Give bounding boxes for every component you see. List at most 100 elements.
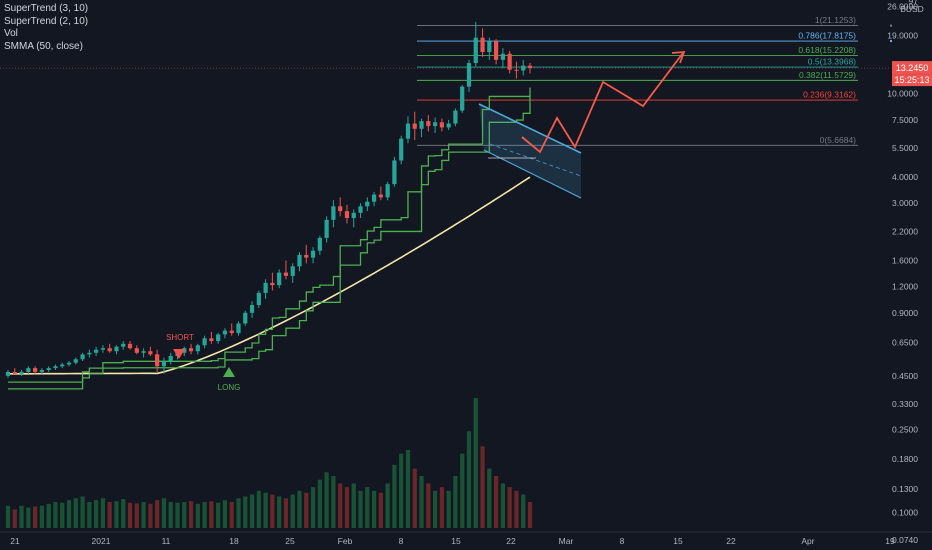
candle-body — [26, 368, 31, 372]
legend-smma[interactable]: SMMA (50, close) — [4, 40, 83, 52]
candle-body — [256, 292, 261, 306]
time-tick-label: 18 — [229, 536, 239, 546]
candle-body — [263, 282, 268, 293]
price-tick-label: 0.6500 — [892, 337, 918, 347]
volume-bar — [168, 502, 173, 528]
candle-body — [19, 371, 24, 374]
price-tick-label: 4.0000 — [892, 172, 918, 182]
time-tick-label: 25 — [285, 536, 295, 546]
volume-bar — [202, 502, 207, 528]
price-projection — [521, 50, 686, 154]
volume-bar — [371, 490, 377, 528]
volume-bar — [446, 490, 451, 528]
volume-bar — [87, 502, 92, 528]
candle-body — [148, 351, 153, 355]
candle-body — [155, 354, 160, 367]
time-tick-label: 15 — [673, 536, 683, 546]
fib-level-label: 0.236(9.3162) — [803, 90, 856, 100]
price-tick-label: 2.2000 — [892, 226, 918, 236]
candle-body — [358, 206, 363, 213]
volume-bar — [473, 398, 478, 528]
fib-level-label: 0.618(15.2208) — [798, 45, 856, 55]
volume-bars — [5, 398, 533, 528]
time-tick-label: Mar — [559, 536, 574, 546]
time-tick-label: 2021 — [92, 536, 111, 546]
legend-supertrend-2-10[interactable]: SuperTrend (2, 10) — [4, 15, 89, 27]
smma-line — [7, 176, 531, 375]
candle-body — [399, 138, 404, 161]
price-tick-label: 0.9000 — [892, 308, 918, 318]
time-tick-label: 22 — [726, 536, 736, 546]
candle-body — [216, 334, 221, 342]
price-axis-bg — [890, 0, 932, 532]
volume-bar — [270, 494, 275, 528]
countdown-badge — [892, 74, 932, 87]
price-axis: BUSD9768.000048.000036.000026.000019.000… — [887, 0, 932, 545]
candle-body — [60, 364, 65, 367]
volume-bar — [365, 487, 370, 528]
signal-markers: SHORT LONG — [166, 333, 240, 392]
time-tick-label: 21 — [10, 536, 20, 546]
legend-volume[interactable]: Vol — [4, 28, 18, 39]
candlesticks — [5, 21, 533, 378]
candle-body — [473, 37, 478, 64]
candle-body — [453, 110, 458, 124]
candle-body — [365, 201, 370, 207]
candle-body — [344, 211, 350, 219]
time-tick-label: Apr — [801, 536, 814, 546]
volume-bar — [188, 501, 194, 528]
volume-bar — [304, 492, 309, 528]
descending-channel — [478, 103, 582, 199]
volume-bar — [134, 503, 139, 528]
volume-bar — [290, 494, 295, 528]
volume-bar — [351, 483, 356, 528]
candle-body — [351, 212, 356, 219]
candle-body — [188, 348, 194, 352]
volume-bar — [46, 503, 51, 528]
volume-bar — [148, 503, 153, 528]
candle-body — [46, 368, 51, 370]
fib-axis-tick — [890, 40, 892, 43]
volume-bar — [209, 501, 214, 528]
candle-body — [392, 160, 397, 185]
time-tick-label: 19 — [885, 536, 895, 546]
volume-bar — [399, 453, 404, 528]
candle-body — [277, 272, 282, 286]
current-price-label: 13.2450 — [896, 63, 929, 73]
candle-body — [39, 369, 44, 372]
volume-bar — [500, 483, 505, 528]
candle-body — [460, 86, 465, 111]
candle-body — [80, 354, 85, 360]
candle-body — [466, 63, 472, 87]
price-tick-label: 0.1300 — [892, 484, 918, 494]
volume-bar — [155, 500, 160, 528]
price-tick-label: 10.0000 — [887, 89, 918, 99]
candle-body — [5, 371, 11, 376]
candle-body — [94, 349, 99, 353]
price-tick-label: 1.6000 — [892, 255, 918, 265]
currency-label: BUSD — [900, 4, 924, 14]
candle-body — [73, 359, 78, 363]
volume-bar — [127, 502, 133, 528]
candle-body — [487, 41, 492, 53]
volume-bar — [195, 503, 200, 528]
volume-bar — [73, 498, 78, 528]
volume-bar — [385, 483, 390, 528]
candle-body — [12, 371, 17, 374]
time-tick-label: Feb — [338, 536, 353, 546]
volume-bar — [216, 502, 221, 528]
candle-body — [514, 69, 519, 71]
candle-body — [324, 219, 329, 238]
candle-body — [161, 360, 167, 367]
volume-bar — [107, 502, 112, 528]
volume-bar — [514, 490, 519, 528]
volume-bar — [141, 502, 146, 528]
volume-bar — [121, 499, 126, 528]
volume-bar — [94, 500, 99, 528]
candle-body — [439, 122, 444, 128]
legend-supertrend-3-10[interactable]: SuperTrend (3, 10) — [4, 3, 89, 14]
candle-body — [310, 250, 316, 258]
volume-bar — [161, 498, 167, 528]
volume-bar — [521, 494, 526, 528]
